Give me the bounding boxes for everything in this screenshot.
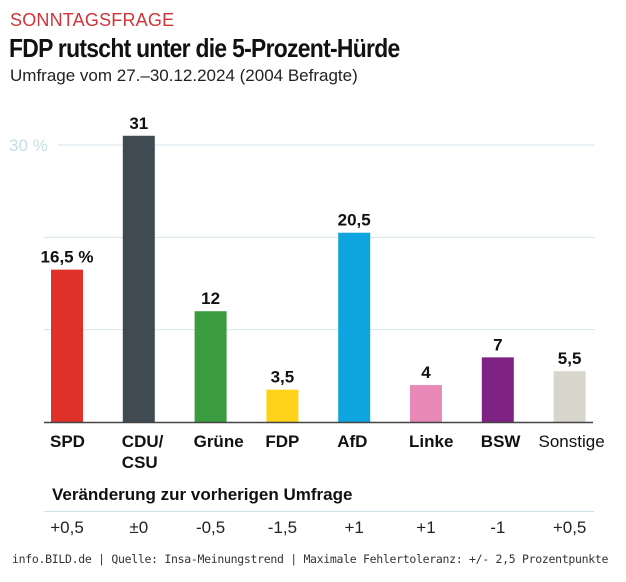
category-label: BSW [481,432,522,451]
value-label: 7 [493,335,502,354]
value-label: 31 [129,114,148,133]
change-value: -1,5 [267,518,298,537]
bar [51,269,83,422]
change-value: ±0 [129,518,149,537]
chart-subtitle: Umfrage vom 27.–30.12.2024 (2004 Befragt… [10,66,358,85]
value-label: 12 [201,289,220,308]
bar [553,371,586,422]
category-label: Linke [409,432,453,451]
category-label: CSU [122,453,158,472]
change-value: -1 [490,518,506,537]
value-label: 20,5 [338,211,371,230]
bar [410,385,442,422]
y-tick-label: 30 % [9,136,48,155]
changes-heading: Veränderung zur vorherigen Umfrage [52,485,353,504]
change-value: +1 [344,518,364,537]
change-value: +0,5 [50,518,84,537]
category-label: CDU/ [122,432,164,451]
bar [194,311,227,422]
change-value: -0,5 [195,518,226,537]
changes-divider [44,511,594,512]
bar-chart: 30 % 16,5 % SPD 31 CDU/CSU 12 Grüne 3,5 FDP 20,5 A… [9,114,605,472]
value-label: 3,5 [271,368,295,387]
category-label: Grüne [194,432,244,451]
category-label: AfD [337,432,367,451]
kicker: SONNTAGSFRAGE [10,10,175,30]
category-label: FDP [265,432,299,451]
value-label: 4 [421,363,431,382]
bar [122,135,155,422]
chart-title: FDP rutscht unter die 5-Prozent-Hürde [9,33,400,63]
bar [266,389,299,422]
change-value: +1 [416,518,436,537]
source-footer: info.BILD.de | Quelle: Insa-Meinungstren… [12,552,609,566]
value-label: 16,5 % [41,248,94,267]
bar [481,357,514,422]
value-label: 5,5 [558,349,582,368]
bar [338,232,371,422]
category-label: Sonstige [539,432,605,451]
category-label: SPD [50,432,85,451]
change-value: +0,5 [552,518,587,537]
